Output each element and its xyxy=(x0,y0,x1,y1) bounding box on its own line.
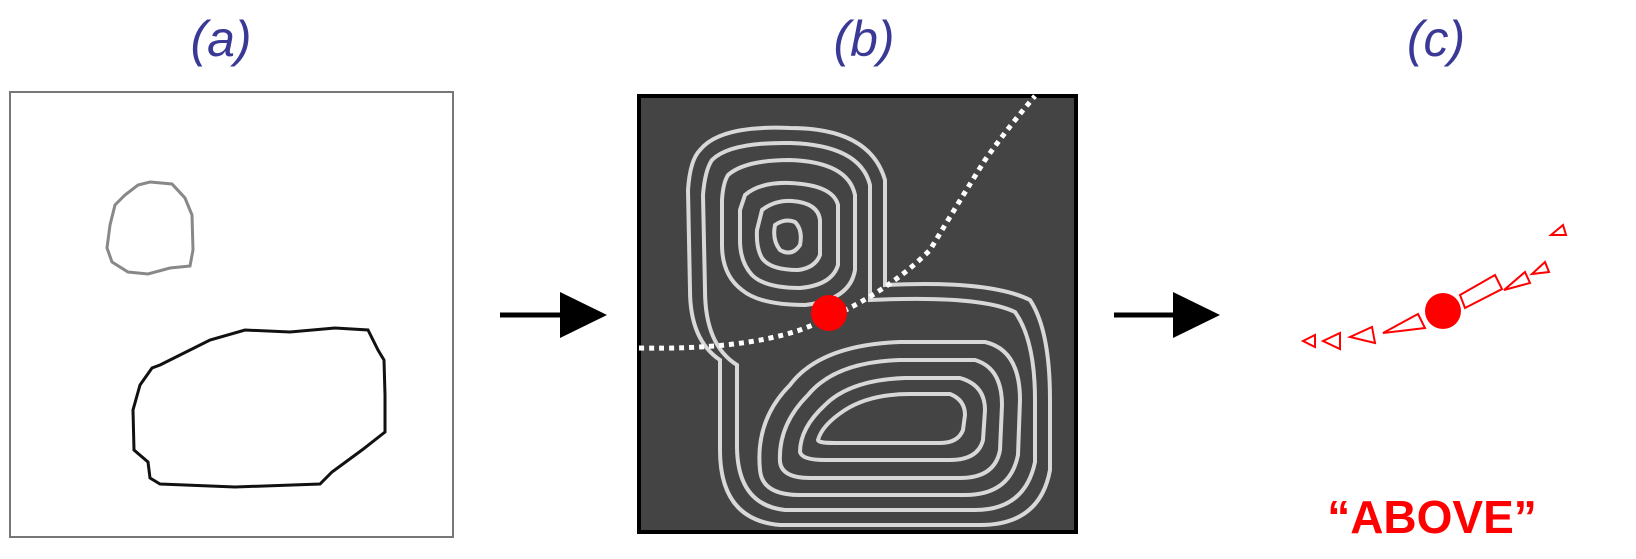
query-point xyxy=(811,295,847,331)
diagram: (a) (b) (c) “ABOVE” xyxy=(0,0,1636,559)
panel-label: (a) xyxy=(190,11,251,67)
arrow xyxy=(1114,292,1220,338)
relation-label: “ABOVE” xyxy=(1327,491,1537,543)
arrow xyxy=(500,292,607,338)
panel-label: (c) xyxy=(1407,11,1465,67)
page: (a) (b) (c) “ABOVE” ( xyxy=(0,0,1636,559)
panel-a-frame xyxy=(10,92,453,537)
panel-label: (b) xyxy=(833,11,894,67)
direction-markers xyxy=(1303,225,1566,349)
reference-point xyxy=(1425,293,1461,329)
